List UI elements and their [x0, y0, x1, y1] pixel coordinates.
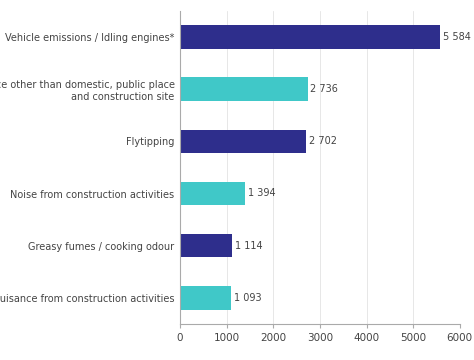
Text: 1 093: 1 093: [234, 293, 261, 303]
Bar: [180, 77, 308, 101]
Text: 2 736: 2 736: [310, 84, 338, 94]
Bar: [180, 286, 231, 310]
Text: 1 114: 1 114: [235, 241, 262, 251]
Bar: [180, 234, 232, 257]
Bar: [180, 130, 306, 153]
Bar: [180, 25, 440, 49]
Text: 5 584: 5 584: [443, 32, 471, 42]
Text: 1 394: 1 394: [247, 189, 275, 198]
Text: 2 702: 2 702: [309, 136, 337, 146]
Bar: [180, 182, 245, 205]
